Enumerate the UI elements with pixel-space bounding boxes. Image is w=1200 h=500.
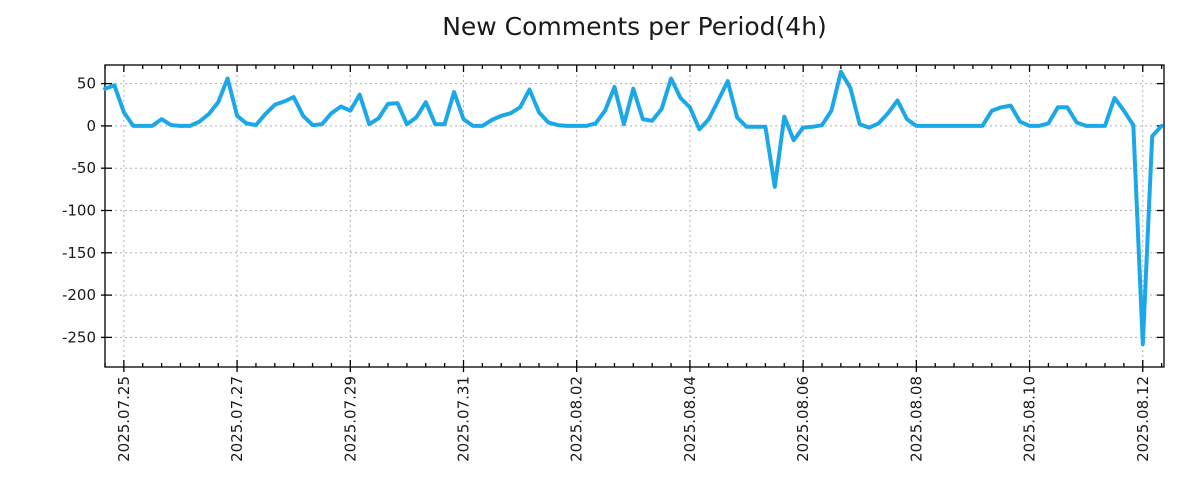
x-tick-label: 2025.07.25 [115, 376, 133, 462]
x-tick-label: 2025.08.06 [794, 376, 812, 462]
x-tick-label: 2025.07.27 [228, 376, 246, 462]
plot-frame [104, 64, 1165, 368]
data-series-line [103, 69, 1164, 347]
y-tick-label: -100 [62, 202, 96, 220]
y-tick-label: -200 [62, 286, 96, 304]
y-tick-label: 0 [86, 117, 96, 135]
y-tick-label: -250 [62, 328, 96, 346]
y-tick-label: -150 [62, 244, 96, 262]
x-tick-label: 2025.07.31 [455, 376, 473, 462]
x-tick-label: 2025.08.10 [1021, 376, 1039, 462]
chart-title: New Comments per Period(4h) [442, 12, 827, 41]
x-tick-label: 2025.08.04 [681, 376, 699, 462]
x-tick-label: 2025.08.08 [907, 376, 925, 462]
y-tick-label: 50 [77, 75, 96, 93]
x-tick-label: 2025.08.02 [568, 376, 586, 462]
x-tick-label: 2025.08.12 [1134, 376, 1152, 462]
x-tick-label: 2025.07.29 [341, 376, 359, 462]
y-tick-label: -50 [72, 159, 97, 177]
